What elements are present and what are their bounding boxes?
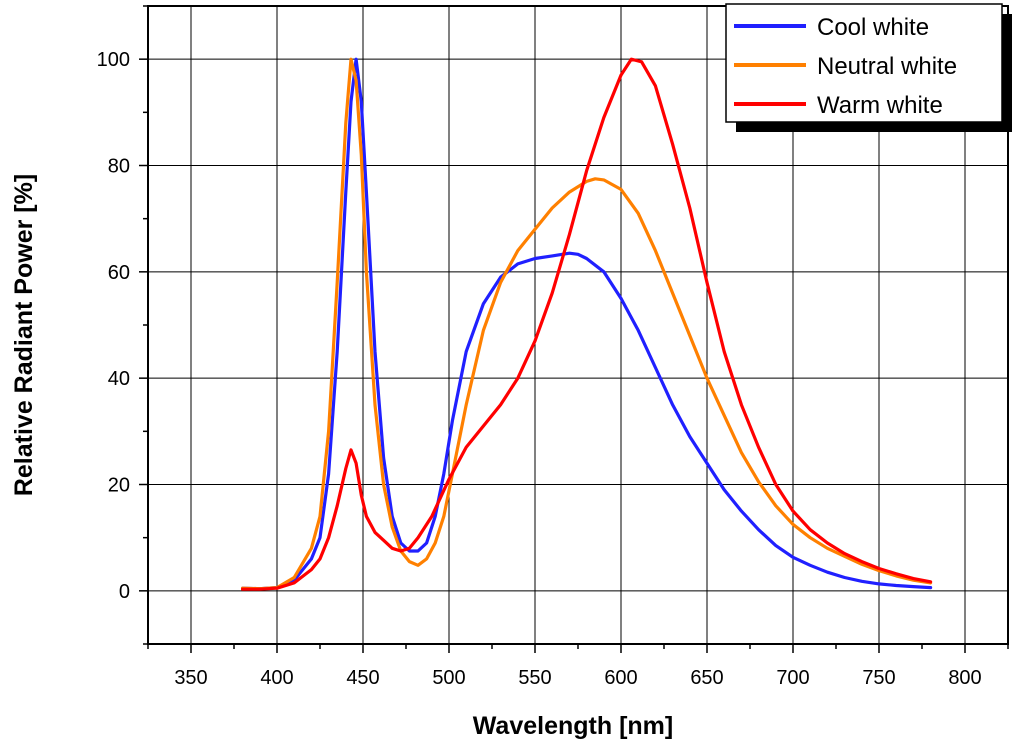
y-axis-title: Relative Radiant Power [%]: [10, 174, 38, 496]
x-tick-label: 750: [862, 667, 895, 689]
x-tick-labels: 350 400 450 500 550 600 650 700 750 800: [174, 667, 981, 689]
legend: Cool white Neutral white Warm white: [725, 3, 1012, 132]
plot-frame: [147, 5, 1009, 645]
x-tick-label: 400: [260, 667, 293, 689]
x-tick-label: 450: [346, 667, 379, 689]
x-tick-label: 600: [604, 667, 637, 689]
y-tick-label: 100: [97, 49, 130, 71]
y-tick-label: 60: [108, 262, 130, 284]
y-tick-label: 40: [108, 368, 130, 390]
x-tick-label: 800: [948, 667, 981, 689]
x-tick-label: 700: [776, 667, 809, 689]
series-lines: [241, 57, 933, 591]
y-tick-label: 80: [108, 156, 130, 178]
legend-label: Neutral white: [817, 53, 957, 80]
series-line: [241, 57, 933, 591]
y-tick-label: 0: [119, 581, 130, 603]
grid-lines: [148, 6, 1008, 644]
x-tick-label: 550: [518, 667, 551, 689]
legend-label: Warm white: [817, 92, 943, 119]
y-tick-labels: 0 20 40 60 80 100: [97, 49, 130, 603]
x-tick-label: 350: [174, 667, 207, 689]
series-line: [241, 57, 933, 591]
x-tick-label: 500: [432, 667, 465, 689]
x-axis-title: Wavelength [nm]: [473, 712, 673, 740]
series-line: [241, 57, 933, 591]
y-tick-label: 20: [108, 475, 130, 497]
legend-items: Cool white Neutral white Warm white: [734, 14, 957, 119]
legend-label: Cool white: [817, 14, 929, 41]
x-tick-label: 650: [690, 667, 723, 689]
